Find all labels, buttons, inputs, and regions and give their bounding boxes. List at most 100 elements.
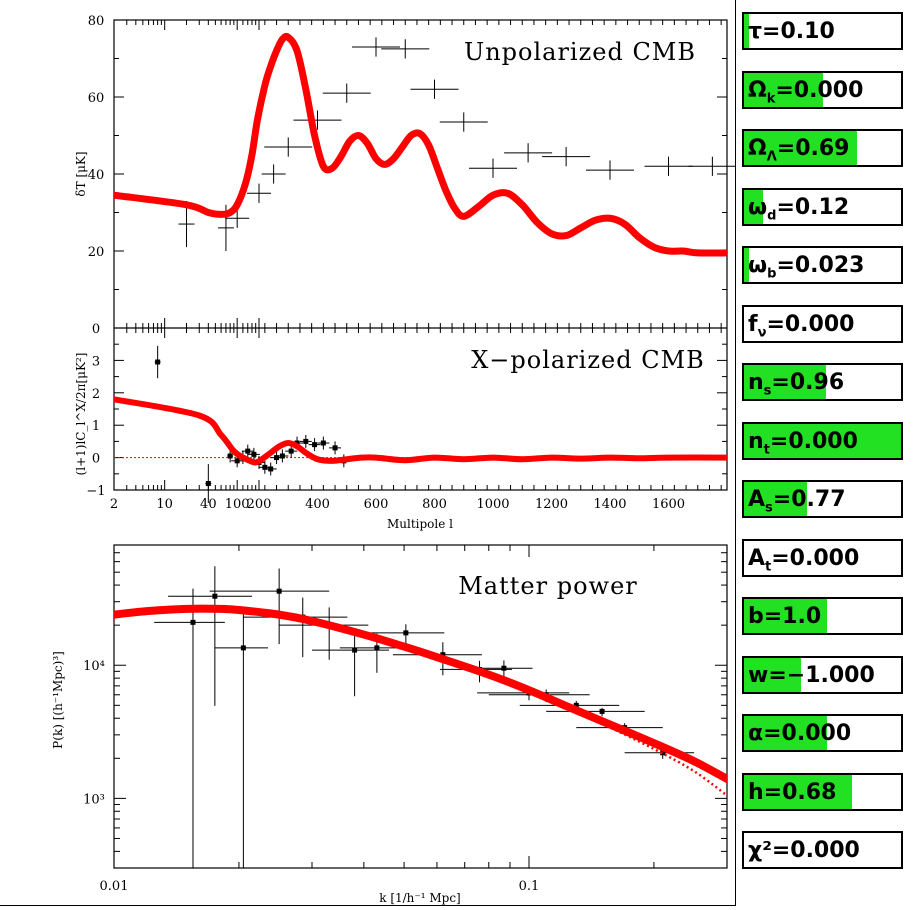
nonlinear-model-curve [601,722,727,797]
data-point [332,445,338,451]
param-label: b=1.0 [748,604,822,629]
data-point [276,588,282,594]
x-tick-label: 0.01 [100,879,129,894]
param-slider[interactable]: ns=0.96 [742,363,903,401]
param-label: At=0.000 [748,545,860,574]
data-point [374,645,380,651]
y-tick-label: 0 [92,322,100,337]
x-tick-label: 1000 [476,497,509,512]
x-tick-label: 800 [422,497,447,512]
data-point [227,453,233,459]
y-tick-label: 20 [88,245,105,260]
y-tick-label: 1 [92,419,100,434]
data-point [205,481,211,487]
data-point [240,645,246,651]
param-slider[interactable]: fν=0.000 [742,304,903,343]
x-tick-label: 200 [247,497,272,512]
slider-fill [744,365,826,399]
y-tick-label: 10⁴ [83,659,105,674]
param-slider[interactable]: nt=0.000 [742,421,903,460]
slider-fill [744,482,807,516]
x-tick-label: 1400 [593,497,626,512]
slider-fill [744,716,828,750]
slider-fill [744,131,858,165]
data-point [268,466,274,472]
y-axis-label: δT [μK] [74,151,88,196]
param-slider[interactable]: χ²=0.000 [742,831,903,869]
param-label: h=0.68 [748,779,837,805]
slider-fill [744,657,801,692]
slider-fill [744,14,749,48]
param-slider[interactable]: w=−1.000 [742,655,903,694]
param-slider[interactable]: At=0.000 [742,538,903,577]
data-point [320,440,326,446]
y-tick-label: 60 [88,91,105,106]
x-tick-label: 10 [156,497,173,512]
param-label: τ=0.10 [748,19,835,44]
x-tick-label: 1200 [535,497,568,512]
param-label: ΩΛ=0.69 [748,136,850,165]
param-slider[interactable]: b=1.0 [742,597,903,635]
x-axis-label: k [1/h⁻¹ Mpc] [379,891,461,905]
x-axis-label: Multipole l [387,517,453,531]
model-curve [114,604,727,783]
y-tick-label: 10³ [83,792,105,807]
slider-fill [744,599,828,633]
slider-fill [744,189,763,224]
param-slider[interactable]: τ=0.10 [742,12,903,50]
data-point [262,464,268,470]
slider-fill [744,423,901,458]
slider-fill [744,72,823,107]
x-tick-label: 40 [200,497,217,512]
y-axis-label: P(k) [(h⁻¹Mpc)³] [51,651,65,749]
slider-fill [744,248,749,282]
data-point [212,593,218,599]
data-point [288,448,294,454]
param-slider[interactable]: As=0.77 [742,480,903,518]
x-tick-label: 600 [364,497,389,512]
y-tick-label: 2 [92,387,100,402]
param-slider[interactable]: h=0.68 [742,772,903,811]
y-tick-label: 3 [92,354,100,369]
param-slider[interactable]: ΩΛ=0.69 [742,129,903,167]
param-label: χ²=0.000 [748,838,860,863]
param-label: fν=0.000 [748,311,855,340]
model-curve [114,32,727,257]
data-point [251,451,257,457]
model-curve [114,396,727,466]
data-point [599,708,605,714]
x-tick-label: 100 [225,497,250,512]
y-tick-label: 80 [88,14,105,29]
param-slider[interactable]: Ωk=0.000 [742,70,903,109]
y-tick-label: 0 [92,452,100,467]
param-label: ns=0.96 [748,370,845,399]
param-label: w=−1.000 [748,662,875,688]
param-label: ωd=0.12 [748,194,850,223]
data-point [312,442,318,448]
panel-title: Unpolarized CMB [464,38,696,66]
x-tick-label: 0.1 [519,879,540,894]
data-point [501,665,507,671]
panel-title: Matter power [458,572,638,600]
matter-frame [113,544,728,869]
data-point [274,455,280,461]
data-point [352,647,358,653]
data-point [403,630,409,636]
param-slider[interactable]: α=0.000 [742,714,903,752]
x-tick-label: 1600 [652,497,685,512]
param-label: α=0.000 [748,721,852,746]
param-slider[interactable]: ωd=0.12 [742,187,903,226]
data-point [660,750,666,756]
y-axis-label: (l+1)lC_l^X/2π[μK²] [74,353,88,476]
param-label: nt=0.000 [748,428,858,457]
y-tick-label: 40 [88,168,105,183]
data-point [245,448,251,454]
param-slider[interactable]: ωb=0.023 [742,246,903,284]
x-tick-label: 2 [110,497,118,512]
figure: 0 20 40 60 80 δT [μK] Unpolarized CMB −1 0 1 2 3 (l+… [0,0,737,906]
y-tick-label: −1 [86,484,105,499]
slider-fill [744,774,853,809]
param-label: Ωk=0.000 [748,77,864,106]
data-point [573,702,579,708]
data-point [155,359,161,365]
